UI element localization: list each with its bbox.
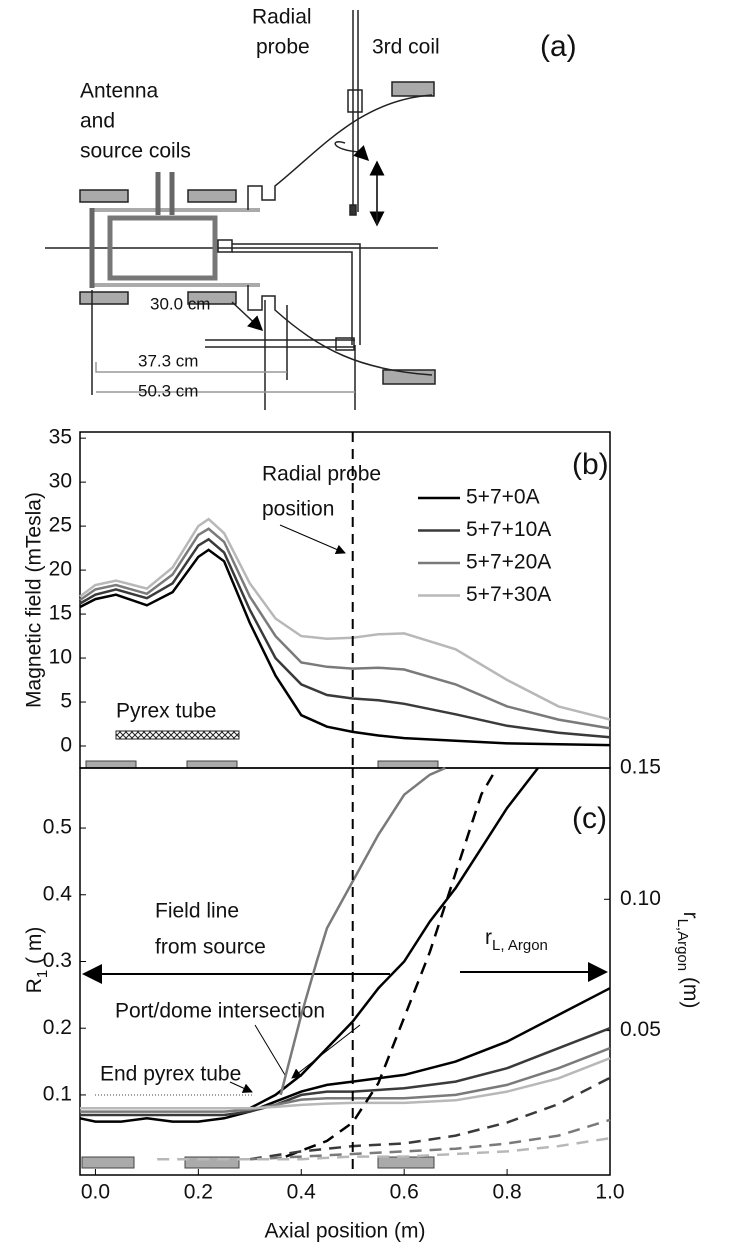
dimension-label: 50.3 cm xyxy=(138,381,198,400)
annotation: position xyxy=(262,498,334,521)
y-axis-title: Magnetic field (mTesla) xyxy=(23,492,46,708)
arrow xyxy=(254,1024,361,1078)
x-tick-label: 1.0 xyxy=(595,1181,624,1204)
data-line xyxy=(79,517,611,721)
y-tick-label: 20 xyxy=(49,558,72,581)
dimension-label: 37.3 cm xyxy=(138,351,198,370)
plot-frame xyxy=(79,767,611,1176)
legend-label: 5+7+0A xyxy=(466,486,540,509)
probe-label: Radial xyxy=(252,6,312,29)
data-line xyxy=(79,548,611,747)
data-line xyxy=(279,766,446,1096)
panel-label: (b) xyxy=(572,448,609,481)
y-tick-label: 0.3 xyxy=(43,949,72,972)
data-line xyxy=(249,1076,611,1161)
annotation: Field line xyxy=(155,900,239,923)
source-label: Antenna xyxy=(80,80,159,103)
y-tick-label: 0.4 xyxy=(43,882,73,905)
y-tick-label: 0.5 xyxy=(43,816,72,839)
annotation: from source xyxy=(155,936,266,959)
x-tick-label: 0.0 xyxy=(81,1181,110,1204)
y-tick-label: 0 xyxy=(60,734,72,757)
panel-label: (c) xyxy=(572,802,607,835)
data-line xyxy=(80,1057,611,1110)
legend-label: 5+7+20A xyxy=(466,551,551,574)
arrow xyxy=(279,524,346,555)
annotation: Port/dome intersection xyxy=(115,1000,325,1023)
annotation: End pyrex tube xyxy=(100,1063,241,1086)
legend-label: 5+7+10A xyxy=(466,518,551,541)
y-tick-label: 5 xyxy=(60,690,72,713)
y-axis-title: R1 ( m) xyxy=(23,927,51,994)
y-tick-label: 35 xyxy=(49,426,72,449)
data-line xyxy=(285,767,498,1158)
panel-label: (a) xyxy=(540,30,577,63)
legend-label: 5+7+30A xyxy=(466,583,551,606)
y-tick-label: 25 xyxy=(49,514,72,537)
y-tick-label: 0.2 xyxy=(43,1016,72,1039)
y2-axis-title: rL,Argon (m) xyxy=(674,912,702,1009)
diagram xyxy=(45,10,438,410)
data-line xyxy=(249,1118,611,1161)
annotation: rL, Argon xyxy=(485,926,548,954)
data-line xyxy=(249,767,539,1110)
y2-tick-label: 0.15 xyxy=(620,756,661,779)
data-line xyxy=(157,1136,611,1161)
x-tick-label: 0.4 xyxy=(287,1181,317,1204)
x-tick-label: 0.8 xyxy=(492,1181,521,1204)
probe-label: probe xyxy=(256,36,310,59)
source-label: source coils xyxy=(80,140,191,163)
x-axis-title: Axial position (m) xyxy=(264,1220,425,1243)
y2-tick-label: 0.05 xyxy=(620,1018,661,1041)
arrow xyxy=(229,1081,253,1093)
data-line xyxy=(79,987,611,1123)
annotation: Radial probe xyxy=(262,463,381,486)
source-label: and xyxy=(80,110,115,133)
coil-label: 3rd coil xyxy=(372,36,440,59)
data-line xyxy=(79,527,611,730)
y2-tick-label: 0.10 xyxy=(620,887,661,910)
data-line xyxy=(79,537,611,739)
y-tick-label: 15 xyxy=(49,602,72,625)
x-tick-label: 0.6 xyxy=(390,1181,419,1204)
data-line xyxy=(80,1047,611,1113)
pyrex-tube xyxy=(115,730,240,740)
annotation: Pyrex tube xyxy=(116,700,216,723)
dimension-label: 30.0 cm xyxy=(150,294,210,313)
y-tick-label: 10 xyxy=(49,646,72,669)
y-tick-label: 30 xyxy=(49,470,72,493)
y-tick-label: 0.1 xyxy=(43,1082,72,1105)
x-tick-label: 0.2 xyxy=(184,1181,213,1204)
